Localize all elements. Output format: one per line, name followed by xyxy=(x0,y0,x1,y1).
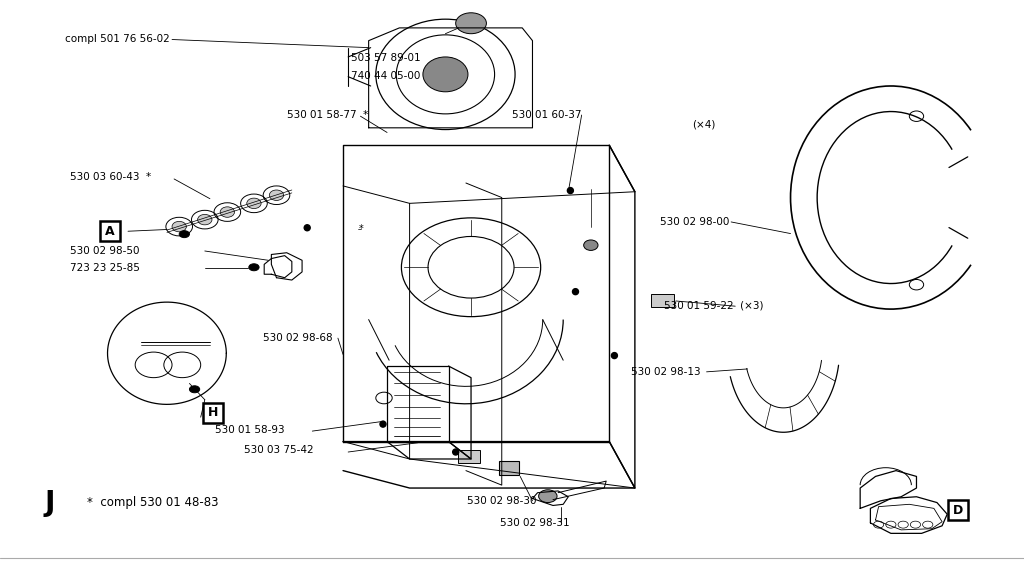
Bar xyxy=(203,403,223,422)
Text: 530 02 98-13: 530 02 98-13 xyxy=(631,367,700,377)
Ellipse shape xyxy=(220,207,234,217)
Text: 530 03 60-43  *: 530 03 60-43 * xyxy=(70,172,151,182)
Ellipse shape xyxy=(539,490,557,503)
Bar xyxy=(651,294,674,307)
Ellipse shape xyxy=(247,198,261,209)
Ellipse shape xyxy=(172,221,186,232)
Ellipse shape xyxy=(249,264,259,271)
Text: 530 03 75-42: 530 03 75-42 xyxy=(244,445,313,456)
Ellipse shape xyxy=(189,386,200,393)
Ellipse shape xyxy=(269,190,284,200)
Ellipse shape xyxy=(423,57,468,92)
Ellipse shape xyxy=(179,231,189,238)
Circle shape xyxy=(453,449,459,455)
Text: compl 501 76 56-02: compl 501 76 56-02 xyxy=(65,34,169,44)
Ellipse shape xyxy=(456,13,486,34)
Circle shape xyxy=(380,421,386,427)
Text: 530 02 98-68: 530 02 98-68 xyxy=(263,333,333,343)
Circle shape xyxy=(567,188,573,193)
Text: 723 23 25-85: 723 23 25-85 xyxy=(70,263,139,274)
Text: A: A xyxy=(104,225,115,238)
Text: J: J xyxy=(44,489,54,517)
Text: 530 01 60-37: 530 01 60-37 xyxy=(512,110,582,120)
Circle shape xyxy=(572,289,579,295)
Text: 530 02 98-50: 530 02 98-50 xyxy=(70,246,139,256)
Bar xyxy=(458,450,480,463)
Text: 530 02 98-30: 530 02 98-30 xyxy=(467,496,537,507)
Text: (×4): (×4) xyxy=(692,120,716,130)
Bar xyxy=(99,221,120,241)
Text: H: H xyxy=(208,406,218,419)
Text: *: * xyxy=(358,224,364,235)
Bar xyxy=(499,461,519,475)
Text: 530 01 58-77  *: 530 01 58-77 * xyxy=(287,110,368,120)
Ellipse shape xyxy=(198,214,212,225)
Text: 740 44 05-00: 740 44 05-00 xyxy=(351,70,421,81)
Circle shape xyxy=(611,353,617,358)
Text: 503 57 89-01: 503 57 89-01 xyxy=(351,53,421,63)
Circle shape xyxy=(304,225,310,231)
Text: D: D xyxy=(953,504,964,517)
Text: 530 01 59-22  (×3): 530 01 59-22 (×3) xyxy=(664,300,763,310)
Text: 530 01 58-93: 530 01 58-93 xyxy=(215,425,285,435)
Text: 530 02 98-31: 530 02 98-31 xyxy=(500,518,569,528)
Text: *  compl 530 01 48-83: * compl 530 01 48-83 xyxy=(87,496,218,509)
Ellipse shape xyxy=(584,240,598,250)
Bar xyxy=(948,500,969,520)
Text: 530 02 98-00: 530 02 98-00 xyxy=(660,217,730,227)
